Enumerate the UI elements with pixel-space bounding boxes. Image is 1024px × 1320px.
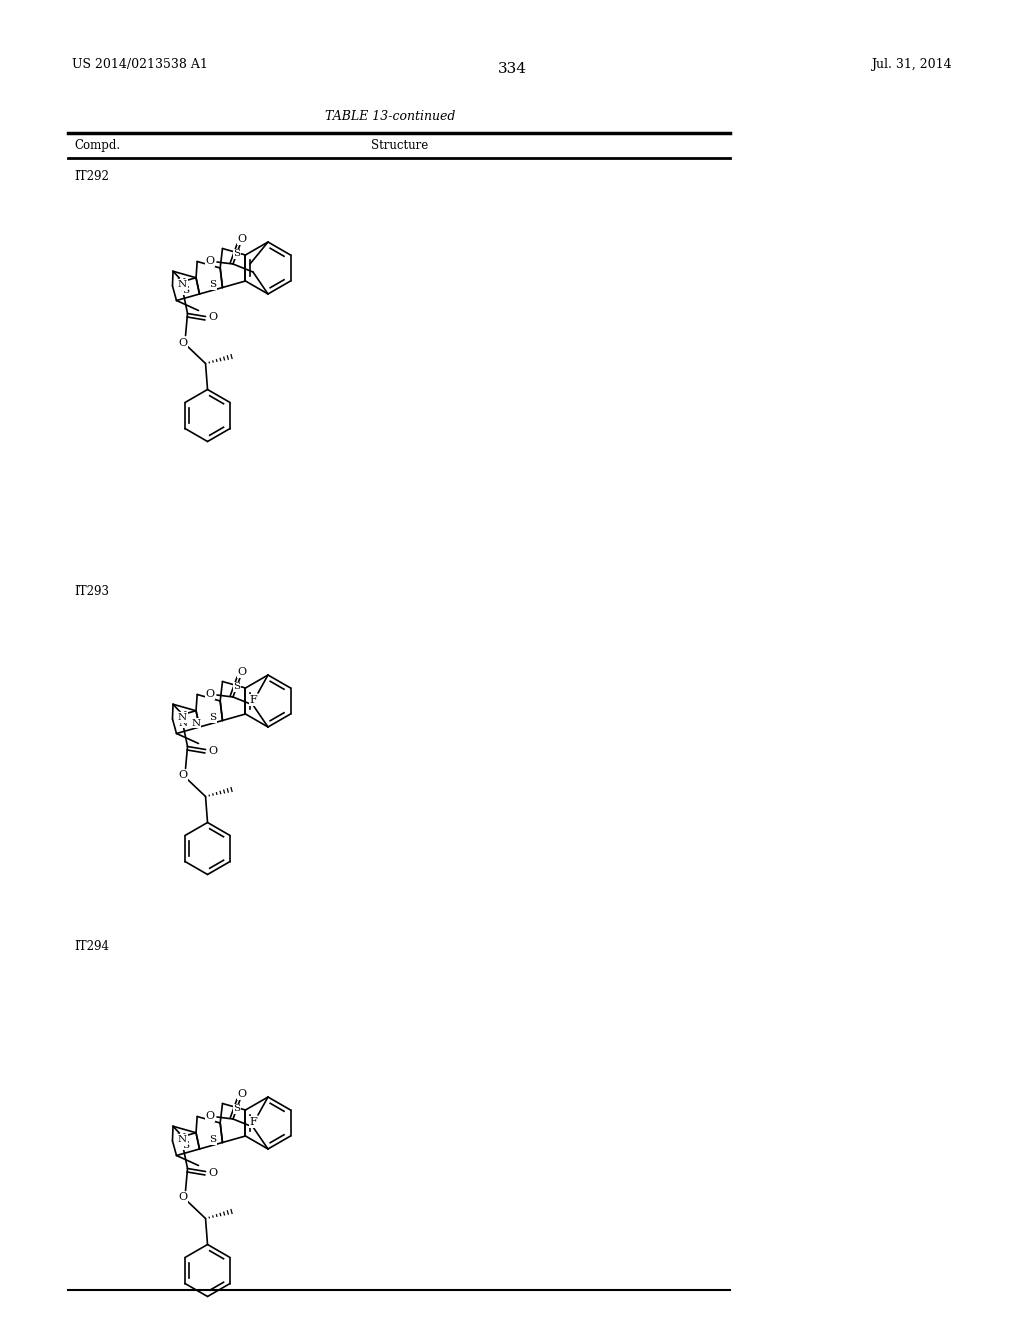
Text: IT292: IT292 bbox=[74, 170, 109, 183]
Text: N: N bbox=[191, 719, 201, 727]
Text: N: N bbox=[178, 711, 187, 721]
Text: IT294: IT294 bbox=[74, 940, 109, 953]
Text: S: S bbox=[233, 682, 241, 692]
Text: O: O bbox=[178, 771, 187, 780]
Text: O: O bbox=[206, 256, 215, 267]
Text: S: S bbox=[182, 285, 189, 294]
Text: US 2014/0213538 A1: US 2014/0213538 A1 bbox=[72, 58, 208, 71]
Text: F: F bbox=[249, 1117, 257, 1127]
Text: O: O bbox=[178, 338, 187, 347]
Text: F: F bbox=[249, 696, 257, 705]
Text: O: O bbox=[206, 689, 215, 700]
Text: S: S bbox=[182, 1140, 189, 1150]
Text: O: O bbox=[238, 234, 247, 244]
Text: TABLE 13-continued: TABLE 13-continued bbox=[325, 110, 456, 123]
Text: O: O bbox=[208, 313, 217, 322]
Text: S: S bbox=[210, 280, 216, 289]
Text: N: N bbox=[177, 279, 186, 288]
Text: S: S bbox=[233, 1105, 241, 1113]
Text: N: N bbox=[178, 1135, 187, 1144]
Text: O: O bbox=[208, 746, 217, 755]
Text: O: O bbox=[206, 1111, 215, 1121]
Text: N: N bbox=[178, 713, 187, 722]
Text: IT293: IT293 bbox=[74, 585, 109, 598]
Text: O: O bbox=[238, 667, 247, 677]
Text: N: N bbox=[178, 280, 187, 289]
Text: Compd.: Compd. bbox=[74, 139, 120, 152]
Text: N: N bbox=[178, 719, 187, 727]
Text: Structure: Structure bbox=[372, 139, 429, 152]
Text: O: O bbox=[208, 1167, 217, 1177]
Text: Jul. 31, 2014: Jul. 31, 2014 bbox=[871, 58, 952, 71]
Text: S: S bbox=[210, 1135, 216, 1144]
Text: S: S bbox=[210, 713, 216, 722]
Text: O: O bbox=[178, 1192, 187, 1203]
Text: O: O bbox=[238, 1089, 247, 1100]
Text: S: S bbox=[233, 249, 241, 259]
Text: 334: 334 bbox=[498, 62, 526, 77]
Text: N: N bbox=[177, 1134, 186, 1142]
